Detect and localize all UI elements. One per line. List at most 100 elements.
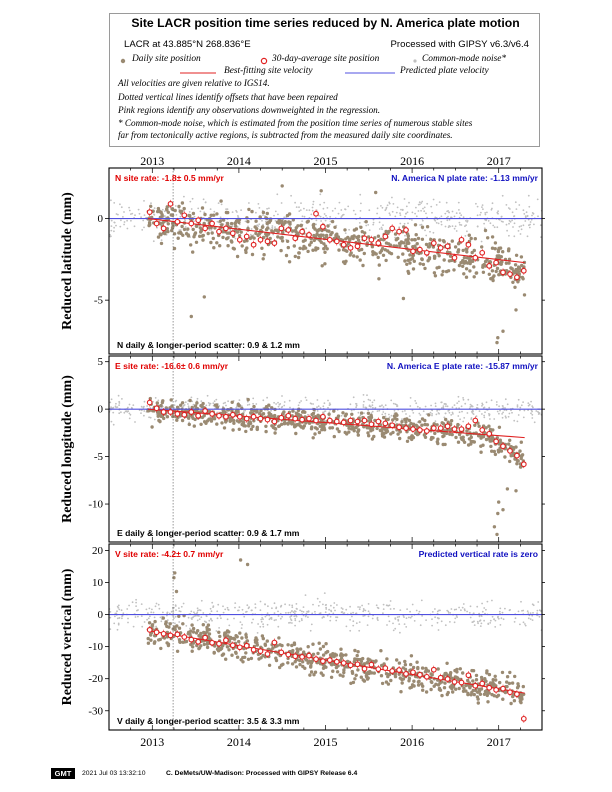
cm-noise-point: [335, 616, 337, 619]
avg30-point: [444, 423, 451, 430]
cm-noise-point: [415, 609, 418, 612]
daily-point: [487, 272, 491, 276]
daily-point: [495, 266, 500, 271]
daily-point: [406, 234, 410, 238]
cm-noise-point: [501, 405, 504, 407]
cm-noise-point: [120, 219, 122, 222]
cm-noise-point: [333, 602, 336, 604]
daily-point: [276, 235, 280, 239]
cm-noise-point: [529, 612, 532, 614]
cm-noise-point: [212, 605, 215, 608]
daily-point: [146, 409, 150, 413]
cm-noise-point: [153, 213, 155, 216]
daily-point: [436, 437, 440, 441]
daily-point: [501, 250, 505, 254]
cm-noise-point: [328, 608, 330, 611]
cm-noise-point: [509, 609, 511, 611]
avg30-point: [430, 425, 437, 431]
daily-point: [474, 678, 479, 682]
daily-point: [275, 228, 279, 233]
daily-point: [454, 687, 458, 691]
daily-point: [420, 225, 425, 229]
cm-noise-point: [149, 416, 152, 419]
daily-outlier: [514, 489, 518, 493]
cm-noise-point: [478, 615, 481, 618]
avg30-point: [382, 233, 389, 240]
cm-noise-point: [505, 409, 508, 412]
daily-point: [423, 435, 428, 439]
daily-point: [205, 419, 210, 423]
daily-point: [254, 219, 258, 223]
cm-noise-point: [115, 213, 118, 215]
daily-point: [239, 230, 243, 234]
daily-point: [371, 250, 375, 254]
cm-noise-point: [272, 233, 275, 236]
daily-point: [409, 662, 413, 667]
daily-point: [366, 419, 371, 423]
daily-point: [308, 673, 312, 677]
cm-noise-point: [128, 417, 131, 420]
daily-point: [479, 687, 484, 691]
cm-noise-point: [143, 200, 145, 202]
cm-noise-point: [519, 406, 522, 409]
cm-noise-point: [250, 228, 253, 230]
daily-point: [374, 659, 378, 663]
cm-noise-point: [388, 413, 390, 416]
cm-noise-point: [319, 601, 321, 603]
daily-point: [395, 658, 399, 662]
avg30-point: [458, 236, 465, 243]
daily-point: [194, 631, 199, 635]
daily-point: [182, 227, 187, 232]
cm-noise-point: [127, 406, 129, 409]
avg30-point: [160, 409, 167, 415]
daily-point: [464, 267, 469, 271]
cm-noise-point: [344, 208, 347, 211]
daily-point: [377, 263, 381, 267]
legend-cm-noise-label: Common-mode noise*: [422, 54, 507, 64]
cm-noise-point: [222, 605, 224, 608]
daily-outlier: [496, 336, 500, 340]
avg30-point: [153, 405, 160, 412]
daily-point: [379, 674, 384, 678]
cm-noise-point: [190, 208, 193, 210]
cm-noise-point: [462, 420, 465, 423]
daily-point: [499, 261, 503, 266]
cm-noise-point: [350, 409, 353, 412]
cm-noise-point: [178, 229, 181, 232]
avg30-point: [396, 424, 402, 431]
daily-point: [378, 428, 383, 432]
cm-noise-point: [219, 216, 222, 219]
cm-noise-point: [459, 223, 461, 226]
avg30-point: [507, 448, 513, 454]
cm-noise-point: [328, 402, 331, 404]
cm-noise-point: [174, 605, 177, 607]
daily-point: [398, 436, 402, 441]
cm-noise-point: [116, 605, 119, 608]
daily-point: [505, 680, 509, 684]
daily-point: [330, 653, 334, 658]
daily-point: [360, 230, 364, 234]
note-2: Dotted vertical lines identify offsets t…: [118, 92, 338, 102]
cm-noise-point: [216, 610, 219, 613]
cm-noise-point: [154, 397, 157, 399]
cm-noise-point: [266, 612, 269, 614]
cm-noise-point: [200, 599, 203, 602]
daily-point: [314, 248, 318, 252]
cm-noise-point: [527, 402, 530, 404]
cm-noise-point: [307, 610, 310, 612]
daily-point: [177, 204, 181, 209]
cm-noise-point: [360, 202, 362, 205]
daily-point: [278, 643, 282, 647]
daily-point: [353, 648, 357, 653]
daily-point: [403, 663, 408, 667]
cm-noise-point: [117, 604, 120, 607]
cm-noise-point: [256, 224, 259, 227]
cm-noise-point: [358, 608, 361, 611]
daily-point: [466, 678, 470, 683]
avg30-point: [257, 648, 264, 654]
daily-point: [280, 239, 285, 243]
daily-point: [497, 254, 501, 258]
avg30-point: [264, 651, 271, 657]
cm-noise-point: [193, 611, 195, 614]
daily-point: [177, 626, 182, 630]
